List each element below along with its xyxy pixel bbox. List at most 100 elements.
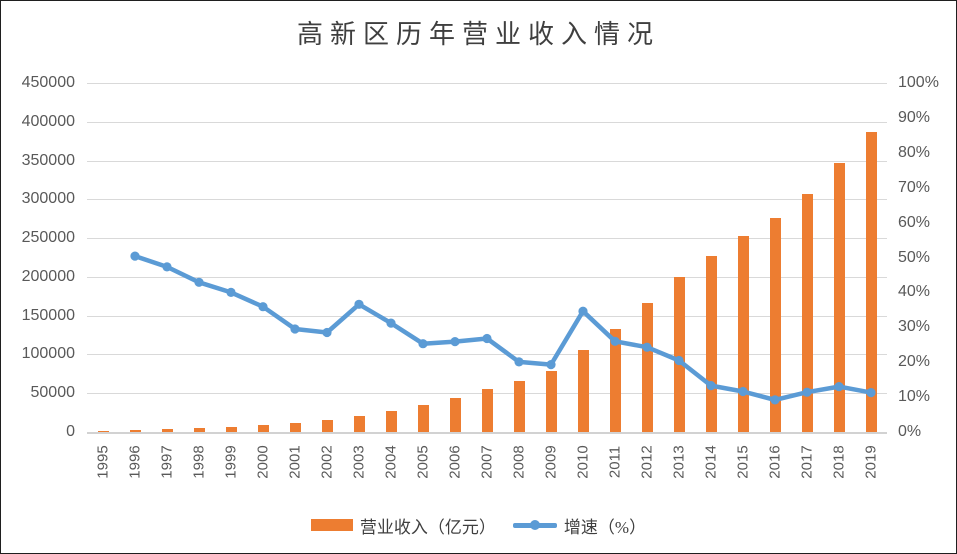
x-axis-label-2002: 2002 [318, 445, 336, 479]
growth-point-2000 [258, 302, 268, 312]
y-right-tick-0%: 0% [898, 423, 922, 440]
x-axis-label-2016: 2016 [766, 445, 784, 479]
legend-revenue-swatch [310, 519, 353, 531]
legend-growth-marker-icon [529, 520, 540, 530]
growth-point-1998 [194, 277, 204, 287]
growth-point-2014 [706, 381, 716, 391]
bar-2008 [513, 380, 525, 432]
growth-point-2002 [322, 327, 332, 338]
bar-2011 [609, 328, 621, 432]
growth-line-series [130, 251, 876, 405]
y-right-tick-80%: 80% [898, 143, 931, 161]
growth-line [132, 253, 874, 403]
x-axis-label-2006: 2006 [446, 445, 464, 479]
growth-point-1999 [226, 287, 236, 297]
growth-point-2009 [546, 360, 556, 370]
x-axis-label-1996: 1996 [126, 445, 144, 479]
x-axis-label-2001: 2001 [286, 445, 304, 479]
y-right-tick-10%: 10% [898, 388, 931, 406]
y-right-tick-100%: 100% [898, 74, 939, 91]
y-right-tick-70%: 70% [898, 178, 931, 196]
bar-2007 [481, 389, 493, 432]
x-axis-label-1999: 1999 [222, 445, 240, 479]
x-axis-label-2007: 2007 [478, 445, 496, 479]
y-right-tick-30%: 30% [898, 318, 931, 336]
bar-2016 [769, 217, 781, 432]
growth-point-2010 [578, 306, 588, 316]
x-axis-label-2008: 2008 [510, 445, 528, 479]
growth-point-2008 [514, 357, 524, 367]
bar-2012 [641, 303, 653, 432]
y-left-tick-250000: 250000 [21, 229, 75, 247]
bar-2001 [289, 422, 301, 432]
bar-1995 [97, 430, 109, 432]
bar-2005 [417, 405, 429, 432]
growth-point-1996 [130, 251, 140, 261]
y-right-tick-50%: 50% [898, 248, 931, 266]
x-axis-label-2009: 2009 [542, 445, 560, 479]
x-axis-label-2015: 2015 [734, 445, 752, 479]
legend-growth-label: 增速（%） [563, 517, 647, 537]
y-left-tick-300000: 300000 [21, 190, 75, 208]
growth-point-1997 [162, 262, 172, 272]
x-axis-label-2012: 2012 [638, 445, 656, 479]
legend-growth-line-swatch [512, 520, 557, 530]
x-axis-label-2014: 2014 [702, 445, 720, 479]
gridline-400000 [87, 121, 887, 123]
growth-point-2011 [610, 336, 620, 346]
x-axis-line [87, 432, 887, 434]
bar-2002 [321, 420, 333, 432]
gridline-300000 [87, 199, 887, 201]
y-right-tick-90%: 90% [898, 108, 931, 126]
bar-2006 [449, 398, 461, 432]
chart-title: 高新区历年营业收入情况 [296, 20, 660, 49]
growth-point-2012 [642, 342, 652, 352]
growth-point-2005 [418, 339, 428, 349]
x-axis-label-2000: 2000 [254, 445, 272, 479]
x-axis-label-1997: 1997 [158, 445, 176, 479]
legend-revenue-label: 营业收入（亿元） [359, 517, 496, 537]
y-right-tick-60%: 60% [898, 213, 931, 231]
y-left-tick-0: 0 [66, 423, 75, 440]
growth-point-2019 [866, 388, 876, 398]
gridline-250000 [87, 238, 887, 240]
growth-point-2017 [802, 387, 812, 397]
bar-2009 [545, 370, 557, 432]
x-axis-label-1995: 1995 [94, 445, 112, 479]
gridline-150000 [87, 315, 887, 317]
y-right-tick-40%: 40% [898, 283, 931, 301]
growth-point-2016 [770, 395, 780, 405]
growth-point-2003 [354, 299, 364, 309]
bar-2003 [353, 415, 365, 432]
x-axis-label-2011: 2011 [606, 445, 624, 479]
growth-point-2013 [674, 355, 684, 366]
x-axis-label-2013: 2013 [670, 445, 688, 479]
bar-2018 [833, 162, 845, 432]
y-left-tick-50000: 50000 [30, 384, 76, 402]
growth-point-2007 [482, 333, 492, 344]
bar-2015 [737, 235, 749, 432]
x-axis-label-2010: 2010 [574, 445, 592, 479]
x-axis-label-2004: 2004 [382, 445, 400, 479]
bar-2010 [577, 349, 589, 432]
y-right-tick-20%: 20% [898, 353, 931, 371]
y-left-tick-100000: 100000 [21, 345, 75, 363]
bar-2004 [385, 410, 397, 432]
gridline-200000 [87, 276, 887, 278]
growth-point-2006 [450, 337, 460, 347]
growth-point-2015 [738, 386, 748, 397]
bar-2013 [673, 276, 685, 432]
x-axis-label-2017: 2017 [798, 445, 816, 479]
x-axis-label-1998: 1998 [190, 445, 208, 479]
x-axis-label-2005: 2005 [414, 445, 432, 479]
y-left-tick-400000: 400000 [21, 112, 75, 130]
gridline-450000 [87, 83, 887, 84]
x-axis-label-2003: 2003 [350, 445, 368, 479]
bar-1996 [129, 430, 141, 432]
growth-point-2018 [834, 382, 844, 392]
x-axis-label-2018: 2018 [830, 445, 848, 479]
legend: 营业收入（亿元） 增速（%） [1, 508, 956, 542]
y-left-tick-200000: 200000 [21, 267, 75, 285]
bar-2017 [801, 193, 813, 432]
